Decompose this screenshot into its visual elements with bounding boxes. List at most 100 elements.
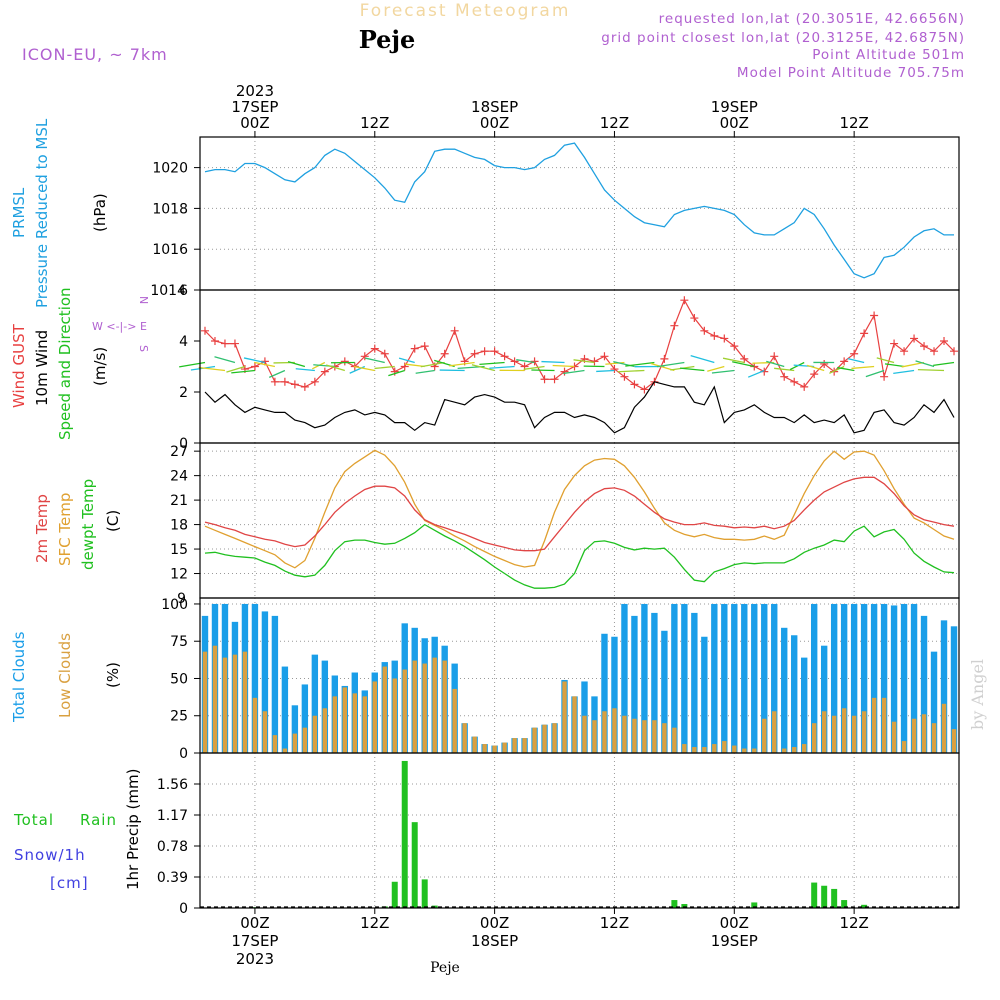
- wind-direction-arrow: [449, 361, 475, 367]
- header-requested: requested lon,lat (20.3051E, 42.6656N): [659, 11, 965, 27]
- wind-direction-arrow: [471, 364, 495, 372]
- gust-marker: [730, 342, 739, 351]
- y-tick-label: 100: [161, 597, 188, 613]
- wind-direction-arrow: [295, 368, 315, 372]
- low-cloud-bar: [901, 741, 907, 753]
- gust-marker: [920, 342, 929, 351]
- gust-marker: [940, 337, 949, 345]
- low-cloud-bar: [512, 738, 517, 753]
- rain-bar: [411, 822, 418, 908]
- y-tick-label: 18: [170, 518, 188, 534]
- low-cloud-bar: [941, 703, 947, 753]
- gust-marker: [500, 352, 509, 361]
- wind-direction-arrow: [374, 365, 395, 370]
- total-cloud-bar: [950, 626, 958, 753]
- total-cloud-bar: [261, 611, 269, 753]
- gust-marker: [510, 357, 519, 366]
- watermark: by Angel: [968, 659, 987, 730]
- temp-label-dew: dewpt Temp: [79, 479, 97, 570]
- y-tick-label: 75: [170, 634, 188, 650]
- compass-west-east: W <-|-> E: [92, 320, 147, 333]
- gust-marker: [790, 377, 799, 386]
- low-cloud-bar: [682, 744, 687, 753]
- rain-bar: [751, 902, 758, 908]
- wind-direction-arrow: [516, 359, 535, 364]
- total-cloud-bar: [930, 651, 938, 753]
- low-cloud-bar: [272, 735, 278, 753]
- gust-marker: [770, 352, 779, 361]
- low-cloud-bar: [722, 741, 727, 753]
- header-model-altitude: Model Point Altitude 705.75m: [737, 65, 965, 81]
- wind-direction-arrow: [829, 365, 845, 374]
- total-cloud-bar: [761, 603, 768, 753]
- total-cloud-bar: [741, 603, 748, 753]
- top-time-label: 00Z: [240, 114, 269, 132]
- low-cloud-bar: [831, 715, 837, 753]
- wind-direction-arrow: [226, 365, 246, 373]
- gust-marker: [310, 377, 319, 386]
- wind-direction-arrow: [774, 367, 795, 372]
- gust-marker: [910, 334, 919, 343]
- total-cloud-bar: [820, 645, 828, 753]
- low-cloud-bar: [352, 693, 357, 753]
- total-cloud-bar: [751, 603, 758, 753]
- rain-bar: [811, 882, 818, 908]
- precip-label-cm: [cm]: [50, 874, 89, 892]
- wind-direction-arrow: [747, 369, 765, 378]
- rain-bar: [831, 888, 838, 908]
- rain-bar: [391, 881, 398, 908]
- y-tick-label: 0: [179, 436, 188, 452]
- pressure-frame: [199, 136, 960, 291]
- gust-marker: [370, 344, 379, 353]
- total-cloud-bar: [321, 660, 329, 753]
- gust-marker: [840, 357, 849, 366]
- temp-bottom-tick: 9: [177, 591, 186, 607]
- wind-direction-arrow: [253, 361, 276, 368]
- low-cloud-bar: [552, 723, 557, 753]
- total-cloud-bar: [251, 603, 259, 753]
- gust-marker: [380, 349, 389, 358]
- gust-marker: [360, 352, 369, 361]
- gust-marker: [300, 382, 309, 391]
- gust-marker: [530, 357, 539, 366]
- low-cloud-bar: [712, 744, 717, 753]
- y-tick-label: 1018: [152, 201, 188, 217]
- gust-marker: [230, 339, 239, 348]
- rain-bar: [681, 904, 688, 908]
- y-tick-label: 1020: [152, 161, 188, 177]
- rain-bar: [421, 879, 428, 908]
- wind-direction-arrow: [876, 357, 895, 364]
- low-cloud-bar: [212, 645, 218, 753]
- y-tick-label: 12: [170, 567, 188, 583]
- pressure-line: [204, 142, 954, 279]
- low-cloud-bar: [262, 711, 268, 753]
- 2m-temp-line: [204, 476, 955, 552]
- temp-label-2m: 2m Temp: [33, 494, 51, 563]
- wind-direction-arrow: [789, 361, 805, 371]
- wind-frame: [199, 289, 960, 444]
- wind-direction-arrow: [766, 360, 785, 368]
- pressure-label-unit: (hPa): [91, 193, 109, 232]
- y-tick-label: 24: [170, 469, 188, 485]
- bottom-time-label: 12Z: [600, 914, 629, 932]
- wind-direction-arrow: [865, 369, 885, 378]
- gust-marker: [560, 367, 569, 376]
- header-point-altitude: Point Altitude 501m: [812, 47, 965, 63]
- low-cloud-bar: [462, 723, 467, 753]
- gust-marker: [890, 339, 899, 348]
- low-cloud-bar: [572, 696, 577, 753]
- pressure-bottom-tick: 1014: [150, 283, 186, 299]
- wind-label-10m: 10m Wind: [33, 330, 51, 406]
- gust-marker: [290, 380, 299, 389]
- top-time-label: 12Z: [600, 114, 629, 132]
- low-cloud-bar: [302, 727, 308, 753]
- bottom-time-label: 19SEP: [711, 932, 758, 950]
- wind-direction-arrow: [625, 361, 655, 367]
- low-cloud-bar: [891, 721, 897, 753]
- low-cloud-bar: [702, 747, 707, 753]
- low-cloud-bar: [841, 708, 847, 753]
- wind-label-unit: (m/s): [91, 347, 109, 386]
- total-cloud-bar: [291, 705, 299, 753]
- wind-direction-arrow: [231, 369, 255, 374]
